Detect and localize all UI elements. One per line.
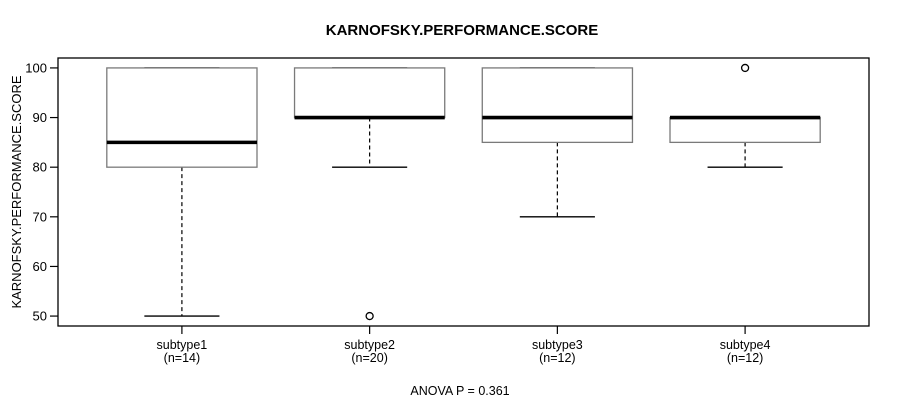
box-subtype4 (669, 116, 821, 144)
x-category-label: subtype2 (344, 338, 395, 352)
box-subtype1 (106, 67, 258, 168)
x-category-sublabel: (n=14) (164, 351, 200, 365)
y-tick-label: 60 (33, 259, 47, 274)
x-category-label: subtype4 (720, 338, 771, 352)
plot-border (57, 57, 870, 327)
box-subtype3 (481, 67, 634, 144)
outlier-point-subtype2 (365, 311, 374, 321)
x-category-label: subtype1 (157, 338, 208, 352)
x-category-sublabel: (n=12) (539, 351, 575, 365)
y-tick-label: 80 (33, 160, 47, 175)
y-tick-label: 100 (25, 60, 47, 75)
anova-annotation: ANOVA P = 0.361 (410, 384, 509, 398)
y-tick-label: 70 (33, 209, 47, 224)
x-category-sublabel: (n=12) (727, 351, 763, 365)
x-category-label: subtype3 (532, 338, 583, 352)
box-subtype2 (293, 67, 446, 119)
outlier-point-subtype4 (740, 63, 750, 73)
x-category-sublabel: (n=20) (351, 351, 387, 365)
plot-area: 50 60 70 80 90 100 subtype1(n=14) subtype2(n=20… (25, 57, 870, 365)
y-tick-label: 50 (33, 309, 47, 324)
chart-title: KARNOFSKY.PERFORMANCE.SCORE (326, 22, 599, 39)
y-axis-label: KARNOFSKY.PERFORMANCE.SCORE (9, 75, 24, 308)
y-tick-label: 90 (33, 110, 47, 125)
